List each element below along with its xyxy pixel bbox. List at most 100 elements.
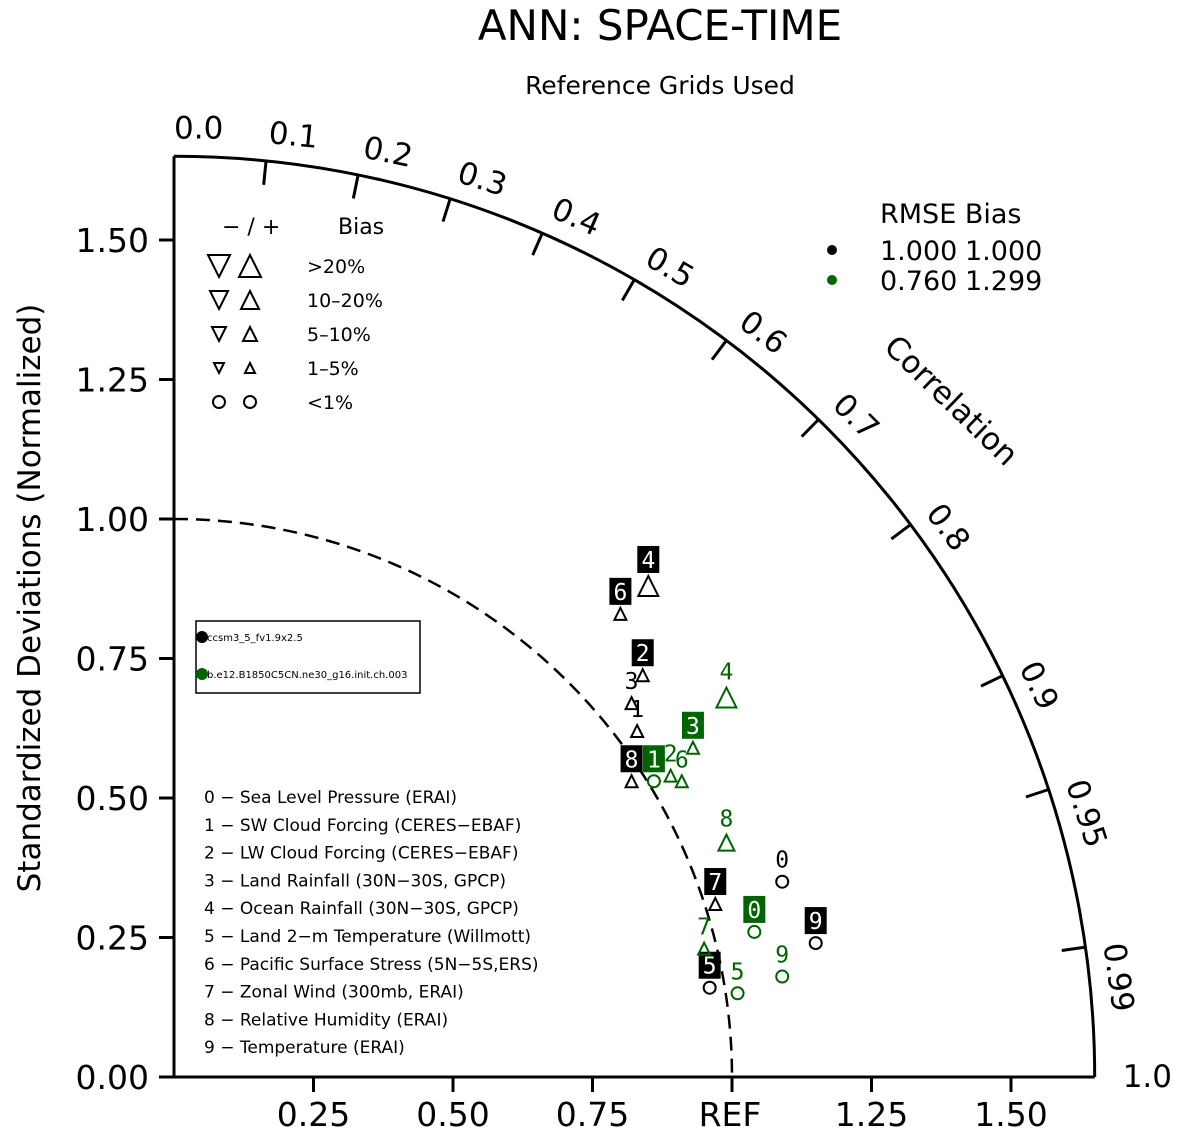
bias-legend-down-triangle [210,326,228,344]
data-point-marker [623,773,640,789]
data-point-label: 9 [775,943,789,969]
correlation-tick-label: 0.1 [267,115,320,156]
bias-legend-row-label: >20% [307,256,365,278]
x-tick-label: 0.25 [277,1095,350,1134]
rmse-legend-dot [827,245,837,255]
bias-legend-row-label: 1–5% [307,358,359,380]
ref-label: REF [699,1095,762,1134]
data-point-marker [635,667,651,683]
data-point-label: 9 [809,909,823,935]
data-point-label: 7 [708,870,722,896]
data-point-marker [808,936,823,951]
data-point-label-box [681,711,704,739]
data-point-marker [707,895,723,912]
data-point-label: 4 [719,660,733,686]
correlation-tick-label: 0.4 [546,191,606,244]
bias-legend-down-triangle [208,290,230,312]
correlation-tick [1061,945,1086,952]
data-point-label: 3 [686,714,700,740]
correlation-tick-label: 1.0 [1123,1059,1172,1095]
correlation-tick [800,418,820,438]
case-legend-label: ccsm3_5_fv1.9x2.5 [207,633,303,644]
data-point-label-box [642,745,665,773]
correlation-tick-label: 0.0 [174,110,223,146]
variable-legend-item: 4 − Ocean Rainfall (30N−30S, GPCP) [204,899,519,919]
chart-title: ANN: SPACE-TIME [478,1,842,50]
data-point-label: 3 [625,669,639,695]
data-point-label-box [637,545,660,573]
rmse-legend-bias: 1.299 [965,266,1042,297]
data-point-marker [612,605,629,621]
variable-legend-item: 2 − LW Cloud Forcing (CERES−EBAF) [204,844,518,864]
correlation-tick [351,174,360,199]
data-point-label: 6 [675,747,689,773]
data-point-label: 0 [747,898,761,924]
bias-legend-row-label: <1% [307,392,353,414]
correlation-tick [1025,788,1050,799]
variable-legend-item: 0 − Sea Level Pressure (ERAI) [204,788,457,808]
x-tick-label: 0.50 [416,1095,489,1134]
bias-legend-circle [243,395,257,409]
y-tick-label: 0.25 [76,919,149,958]
rmse-legend-bias: 1.000 [965,236,1042,267]
data-point-label-box [620,745,643,773]
correlation-tick-label: 0.9 [1012,656,1066,716]
data-point-label-box [704,868,727,896]
data-point-label-box [631,639,654,667]
data-point-label: 4 [641,548,655,574]
rmse-legend-header: RMSE Bias [880,199,1021,230]
data-point-label: 8 [625,747,639,773]
variable-legend-item: 7 − Zonal Wind (300mb, ERAI) [204,983,464,1003]
bias-legend-sign-header: − / + [222,215,280,240]
chart-subtitle: Reference Grids Used [525,71,795,100]
y-axis-label: Standardized Deviations (Normalized) [12,304,48,893]
case-legend-box [195,620,421,694]
y-tick-label: 1.50 [76,221,149,260]
data-point-marker [716,832,737,852]
data-point-marker [730,986,745,1001]
data-point-label-box [609,577,632,605]
data-point-marker [636,573,660,597]
x-tick-label: 1.50 [974,1095,1047,1134]
bias-legend-down-triangle [212,362,226,376]
reference-std-arc [173,517,734,1078]
case-legend-label: b.e12.B1850C5CN.ne30_g16.init.ch.003 [207,670,407,681]
data-point-label: 5 [731,959,745,985]
variable-legend-item: 3 − Land Rainfall (30N−30S, GPCP) [204,871,506,891]
bias-legend-circle [212,395,226,409]
data-point-label-box [804,907,827,935]
data-point-marker [775,969,790,984]
bias-legend-bias-header: Bias [338,215,384,240]
data-point-marker [623,694,640,711]
data-point-label: 6 [613,580,627,606]
y-tick-label: 0.75 [76,640,149,679]
data-point-marker [775,874,790,889]
data-point-marker [747,924,762,939]
correlation-tick-label: 0.95 [1058,775,1114,852]
bias-legend-up-triangle [241,324,259,342]
y-tick-label: 1.00 [76,500,149,539]
data-point-label: 2 [664,742,678,768]
variable-legend-item: 9 − Temperature (ERAI) [204,1038,405,1058]
correlation-tick-label: 0.3 [453,155,511,204]
bias-legend-up-triangle [243,360,257,374]
correlation-tick [441,198,452,223]
correlation-arc-label: Correlation [877,328,1025,473]
correlation-tick [531,232,544,256]
data-point-marker [674,773,690,789]
x-tick-label: 1.25 [835,1095,908,1134]
correlation-tick [710,339,728,361]
data-point-label-box [743,895,766,923]
bias-legend-up-triangle [239,288,261,310]
data-point-marker [685,739,701,755]
correlation-tick-label: 0.99 [1095,941,1140,1014]
data-point-label: 2 [636,641,650,667]
rmse-legend-dot [827,275,837,285]
variable-legend-item: 1 − SW Cloud Forcing (CERES−EBAF) [204,816,521,836]
correlation-tick [980,674,1004,688]
data-point-marker [646,774,661,789]
variable-legend-item: 8 − Relative Humidity (ERAI) [204,1010,448,1030]
rmse-legend-rmse: 0.760 [880,266,957,297]
y-tick-label: 1.25 [76,361,149,400]
